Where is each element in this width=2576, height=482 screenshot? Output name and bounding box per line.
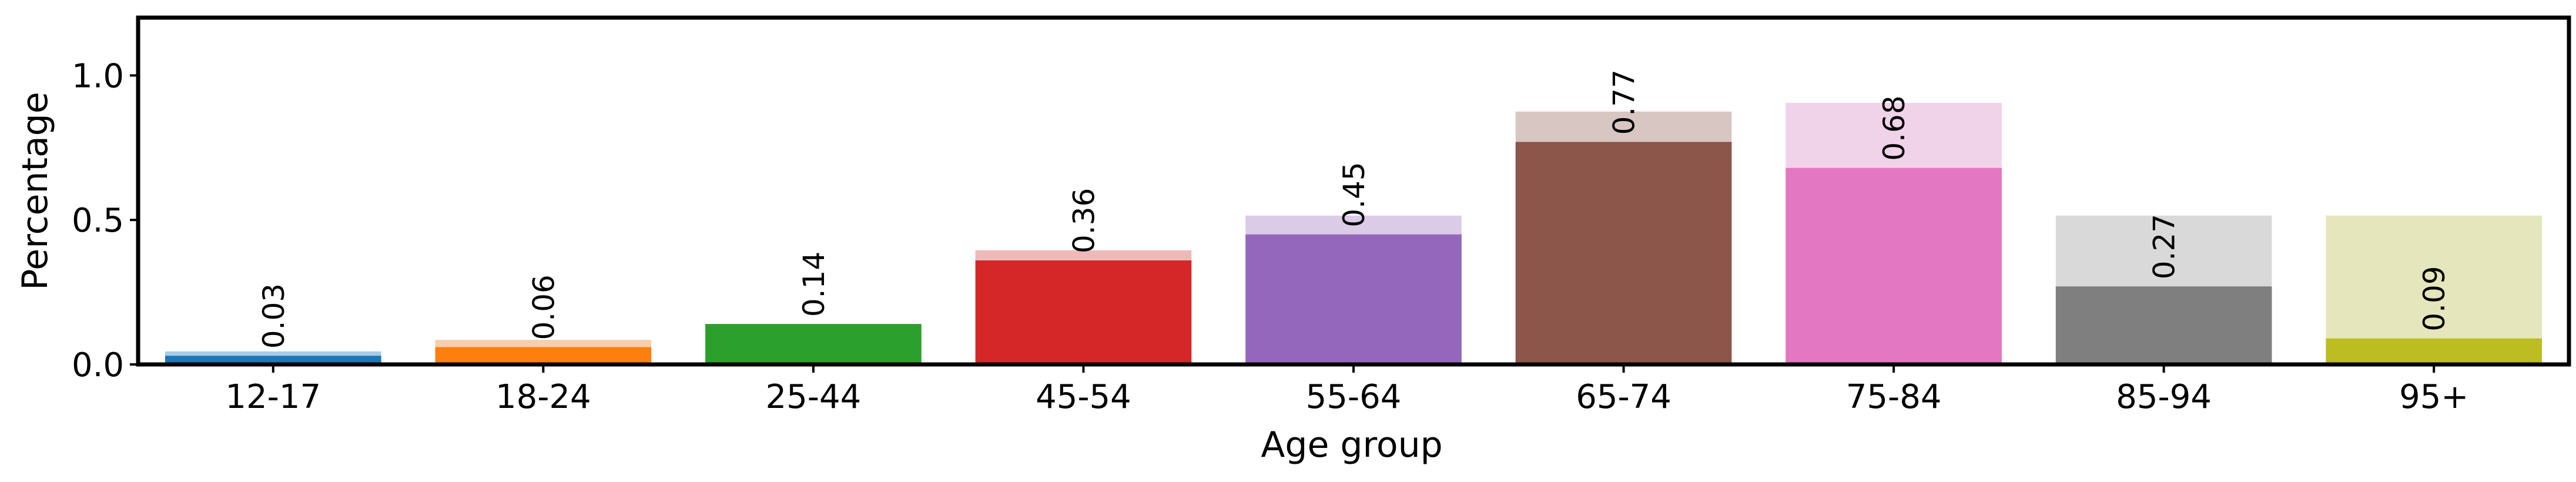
bar-value-75-84	[1786, 168, 2002, 364]
bar-value-65-74	[1515, 142, 1732, 364]
data-label-95+: 0.09	[2417, 266, 2451, 331]
foreground-bars	[165, 142, 2542, 364]
bar-value-45-54	[975, 260, 1192, 364]
bar-value-12-17	[165, 356, 381, 364]
data-labels: 0.03 0.06 0.14 0.36 0.45 0.77 0.68 0.27 0.09	[257, 69, 2451, 349]
data-label-75-84: 0.68	[1877, 95, 1911, 160]
bar-value-18-24	[435, 347, 652, 364]
x-tick-label: 95+	[2399, 378, 2468, 416]
bar-value-25-44	[705, 324, 922, 364]
y-axis-ticks: 0.0 0.5 1.0	[72, 57, 138, 384]
x-tick-label: 18-24	[495, 378, 591, 416]
x-tick-label: 55-64	[1306, 378, 1402, 416]
x-axis-label: Age group	[1261, 424, 1442, 466]
plot-frame	[136, 15, 2571, 367]
y-tick-label: 0.0	[72, 346, 124, 384]
data-label-45-54: 0.36	[1067, 188, 1101, 253]
x-tick-label: 65-74	[1576, 378, 1671, 416]
x-tick-label: 12-17	[225, 378, 321, 416]
data-label-55-64: 0.45	[1337, 162, 1371, 227]
data-label-65-74: 0.77	[1607, 69, 1642, 135]
x-tick-label: 45-54	[1036, 378, 1131, 416]
data-label-12-17: 0.03	[257, 283, 291, 349]
y-tick-label: 1.0	[72, 57, 124, 95]
x-tick-label: 85-94	[2116, 378, 2212, 416]
y-tick-label: 0.5	[72, 202, 124, 240]
bar-value-95+	[2326, 338, 2542, 364]
bar-value-55-64	[1245, 234, 1462, 364]
data-label-18-24: 0.06	[527, 275, 561, 340]
data-label-25-44: 0.14	[797, 252, 831, 317]
x-axis-ticks: 12-17 18-24 25-44 45-54 55-64 65-74 75-84 85-94…	[225, 364, 2468, 416]
bar-value-85-94	[2055, 286, 2272, 364]
y-axis-label: Percentage	[15, 92, 56, 290]
x-tick-label: 75-84	[1846, 378, 1942, 416]
data-label-85-94: 0.27	[2148, 214, 2182, 279]
x-tick-label: 25-44	[766, 378, 862, 416]
